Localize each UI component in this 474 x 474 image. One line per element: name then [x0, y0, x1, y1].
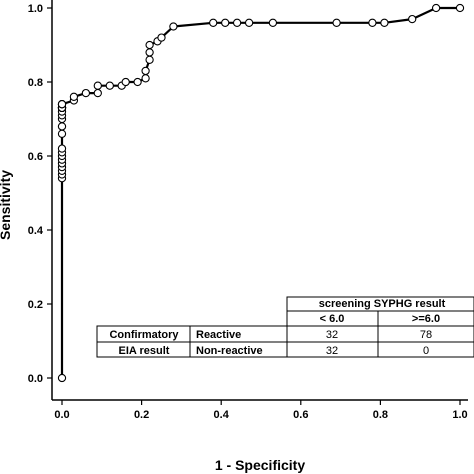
roc-point: [209, 18, 218, 27]
y-tick-label: 1.0: [28, 3, 43, 15]
y-axis-title: Sensitivity: [0, 170, 13, 240]
roc-point: [145, 48, 154, 57]
roc-point: [141, 74, 150, 83]
series-layer: [57, 3, 465, 383]
roc-point: [57, 100, 67, 109]
table-row2-label: Non-reactive: [196, 345, 263, 357]
y-tick-label: 0.4: [28, 225, 44, 237]
inset-table: screening SYPHG result < 6.0 >=6.0 Confi…: [96, 296, 474, 358]
roc-point: [332, 18, 341, 27]
roc-point: [145, 55, 154, 64]
table-row-group-line1: Confirmatory: [109, 329, 179, 341]
x-tick-label: 0.6: [293, 409, 308, 421]
table-row1-col2: 78: [420, 329, 432, 341]
roc-point: [169, 22, 178, 31]
x-tick-label: 0.8: [373, 409, 388, 421]
roc-point: [380, 18, 389, 27]
roc-point: [268, 18, 278, 27]
table-row-group-line2: EIA result: [119, 345, 170, 357]
x-tick-label: 0.0: [54, 409, 69, 421]
x-ticks: 0.0 0.2 0.4 0.6 0.8 1.0: [54, 400, 468, 421]
roc-point: [57, 129, 67, 138]
roc-point: [221, 18, 230, 27]
roc-point: [145, 40, 154, 50]
roc-point: [455, 3, 465, 13]
roc-point: [57, 122, 67, 131]
y-tick-label: 0.6: [28, 151, 43, 163]
y-tick-label: 0.8: [28, 77, 43, 89]
roc-point: [81, 88, 91, 98]
table-row1-label: Reactive: [196, 329, 241, 341]
roc-point: [431, 3, 441, 13]
roc-point: [105, 81, 114, 90]
x-tick-label: 0.4: [214, 409, 230, 421]
table-row2-col2: 0: [423, 345, 429, 357]
table-frame-top: [286, 296, 474, 358]
x-axis-title: 1 - Specificity: [215, 457, 305, 473]
roc-point: [121, 77, 130, 87]
y-tick-label: 0.0: [28, 373, 43, 385]
roc-point: [93, 88, 102, 98]
roc-point: [232, 18, 242, 27]
x-tick-label: 1.0: [452, 409, 467, 421]
roc-point: [57, 373, 67, 383]
roc-point: [93, 81, 102, 90]
roc-point: [133, 77, 142, 87]
roc-point: [57, 144, 67, 153]
y-ticks: 0.0 0.2 0.4 0.6 0.8 1.0: [28, 3, 52, 385]
roc-point: [157, 33, 166, 42]
x-tick-label: 0.2: [134, 409, 149, 421]
y-tick-label: 0.2: [28, 299, 43, 311]
roc-point: [408, 14, 417, 24]
roc-point: [141, 66, 150, 76]
table-row2-col1: 32: [326, 345, 338, 357]
roc-point: [368, 18, 377, 27]
table-col2-header: >=6.0: [412, 313, 440, 325]
table-header-group: screening SYPHG result: [319, 298, 446, 310]
roc-point: [69, 92, 79, 101]
table-row1-col1: 32: [326, 329, 338, 341]
table-col1-header: < 6.0: [320, 313, 345, 325]
roc-point: [244, 18, 254, 27]
axes: [51, 0, 468, 401]
